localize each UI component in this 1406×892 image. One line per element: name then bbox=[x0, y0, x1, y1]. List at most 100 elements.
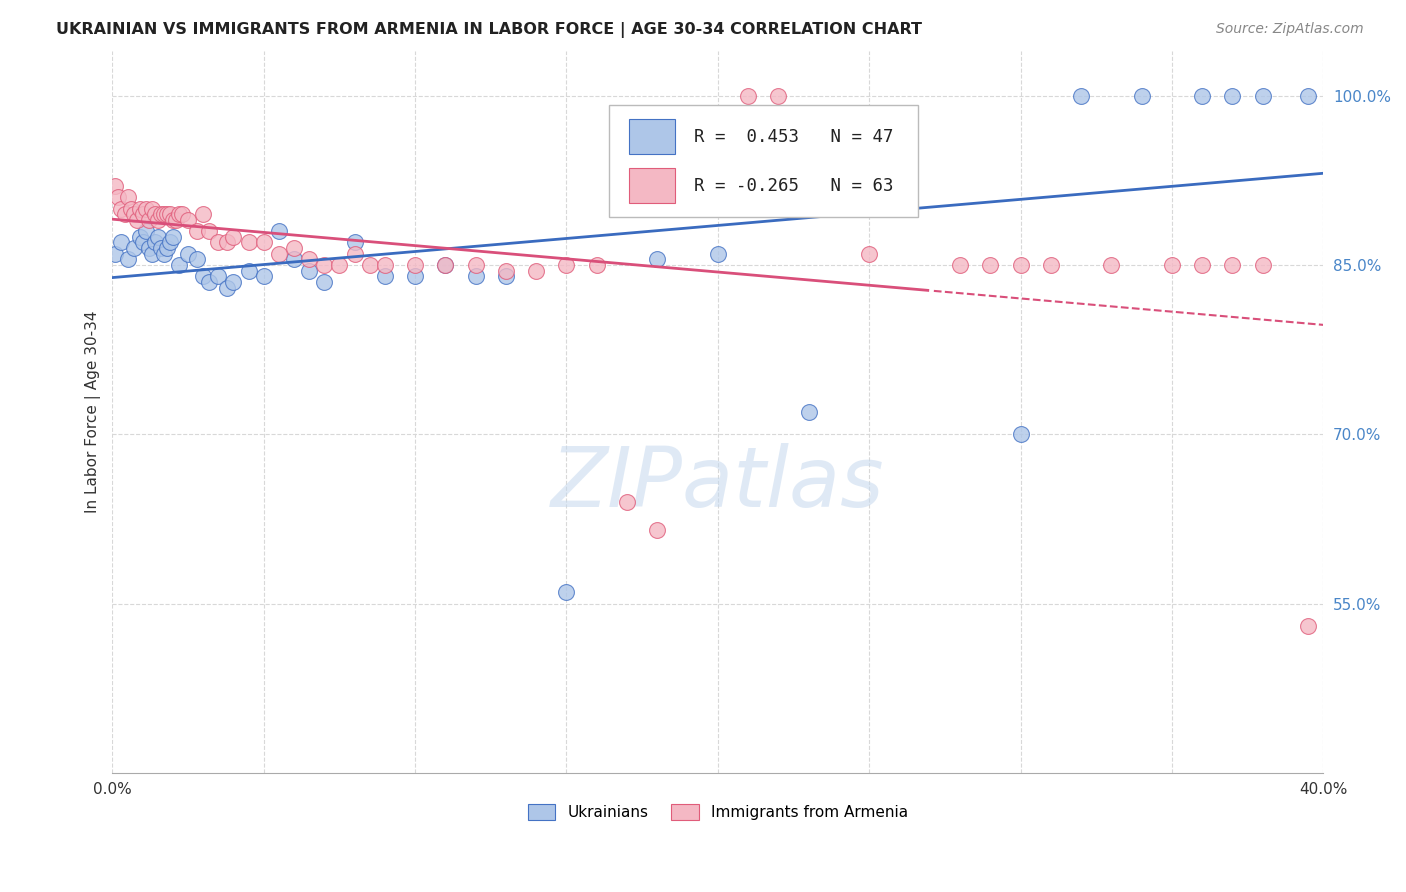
Point bbox=[146, 213, 169, 227]
Point bbox=[1070, 88, 1092, 103]
Point bbox=[167, 258, 190, 272]
Point bbox=[153, 246, 176, 260]
Point bbox=[1222, 88, 1244, 103]
Point bbox=[167, 207, 190, 221]
Point bbox=[135, 202, 157, 216]
Text: Source: ZipAtlas.com: Source: ZipAtlas.com bbox=[1216, 22, 1364, 37]
Point bbox=[170, 207, 193, 221]
Point bbox=[343, 235, 366, 250]
FancyBboxPatch shape bbox=[630, 120, 675, 154]
Point bbox=[222, 275, 245, 289]
Point bbox=[645, 523, 668, 537]
Point bbox=[343, 246, 366, 260]
Point bbox=[979, 258, 1001, 272]
Point bbox=[374, 258, 396, 272]
Point bbox=[143, 207, 166, 221]
Point bbox=[217, 280, 239, 294]
Point bbox=[1296, 88, 1319, 103]
Point bbox=[768, 88, 790, 103]
Point bbox=[128, 202, 150, 216]
Point bbox=[524, 263, 547, 277]
Point bbox=[141, 202, 163, 216]
Point bbox=[1251, 258, 1274, 272]
Point bbox=[616, 495, 638, 509]
Point bbox=[328, 258, 350, 272]
Point bbox=[198, 275, 221, 289]
Point bbox=[645, 252, 668, 267]
Point bbox=[138, 241, 160, 255]
Point bbox=[464, 258, 486, 272]
Point bbox=[1130, 88, 1153, 103]
Point bbox=[135, 224, 157, 238]
Legend: Ukrainians, Immigrants from Armenia: Ukrainians, Immigrants from Armenia bbox=[522, 798, 914, 827]
Point bbox=[1222, 258, 1244, 272]
Point bbox=[1161, 258, 1184, 272]
Text: ZIPatlas: ZIPatlas bbox=[551, 443, 884, 524]
Text: R = -0.265   N = 63: R = -0.265 N = 63 bbox=[693, 177, 893, 194]
Point bbox=[434, 258, 457, 272]
Text: UKRAINIAN VS IMMIGRANTS FROM ARMENIA IN LABOR FORCE | AGE 30-34 CORRELATION CHAR: UKRAINIAN VS IMMIGRANTS FROM ARMENIA IN … bbox=[56, 22, 922, 38]
Point bbox=[253, 235, 276, 250]
Point bbox=[177, 246, 200, 260]
Point bbox=[177, 213, 200, 227]
FancyBboxPatch shape bbox=[630, 169, 675, 203]
Point bbox=[207, 235, 229, 250]
Point bbox=[141, 246, 163, 260]
Point bbox=[104, 179, 127, 194]
Point bbox=[404, 258, 426, 272]
Point bbox=[298, 263, 321, 277]
Point bbox=[434, 258, 457, 272]
Point bbox=[131, 207, 153, 221]
Point bbox=[120, 202, 142, 216]
Point bbox=[186, 224, 208, 238]
Point bbox=[858, 246, 880, 260]
Point bbox=[156, 241, 179, 255]
Point bbox=[495, 269, 517, 284]
Point bbox=[314, 275, 336, 289]
Text: R =  0.453   N = 47: R = 0.453 N = 47 bbox=[693, 128, 893, 145]
Point bbox=[193, 269, 215, 284]
Point bbox=[314, 258, 336, 272]
Point bbox=[149, 241, 172, 255]
Point bbox=[146, 230, 169, 244]
Point bbox=[110, 202, 132, 216]
Point bbox=[238, 235, 260, 250]
Point bbox=[707, 246, 730, 260]
Point bbox=[156, 207, 179, 221]
Point bbox=[1191, 258, 1213, 272]
Point bbox=[186, 252, 208, 267]
Point bbox=[253, 269, 276, 284]
Point bbox=[193, 207, 215, 221]
Point bbox=[374, 269, 396, 284]
Point bbox=[737, 88, 759, 103]
Point bbox=[797, 405, 820, 419]
Point bbox=[159, 235, 181, 250]
Point bbox=[114, 207, 136, 221]
Point bbox=[198, 224, 221, 238]
Point bbox=[298, 252, 321, 267]
Point bbox=[707, 168, 730, 182]
Point bbox=[122, 241, 145, 255]
Point bbox=[207, 269, 229, 284]
Point bbox=[267, 224, 290, 238]
Point bbox=[1010, 258, 1032, 272]
Point bbox=[122, 207, 145, 221]
Point bbox=[1039, 258, 1062, 272]
Point bbox=[1191, 88, 1213, 103]
Y-axis label: In Labor Force | Age 30-34: In Labor Force | Age 30-34 bbox=[86, 310, 101, 513]
Point bbox=[104, 246, 127, 260]
Point bbox=[1251, 88, 1274, 103]
Point bbox=[464, 269, 486, 284]
Point bbox=[149, 207, 172, 221]
Point bbox=[222, 230, 245, 244]
Point bbox=[128, 230, 150, 244]
Point bbox=[217, 235, 239, 250]
Point bbox=[495, 263, 517, 277]
Point bbox=[949, 258, 972, 272]
Point bbox=[117, 190, 139, 204]
Point bbox=[283, 252, 305, 267]
Point bbox=[131, 235, 153, 250]
Point bbox=[153, 207, 176, 221]
Point bbox=[404, 269, 426, 284]
Point bbox=[283, 241, 305, 255]
